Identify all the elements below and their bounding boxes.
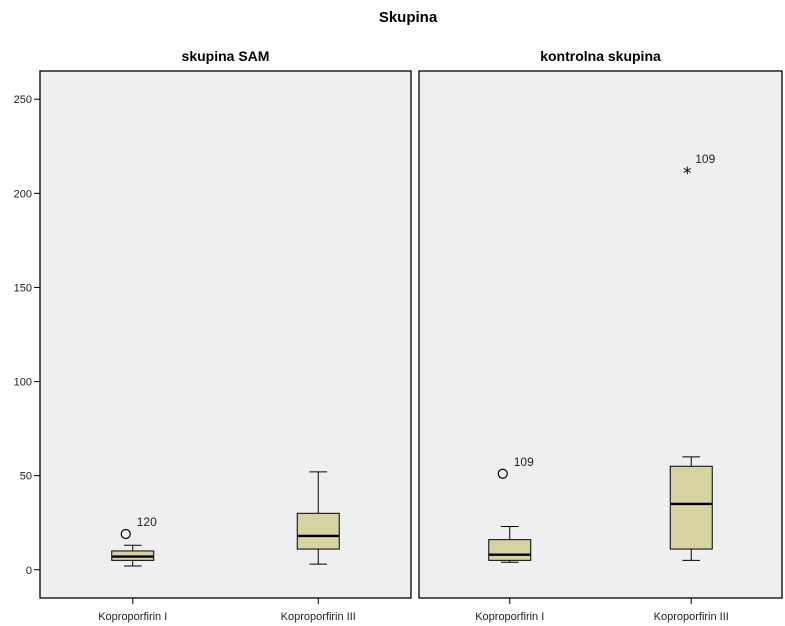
panel-title: skupina SAM xyxy=(182,48,270,64)
category-label: Koproporfirin I xyxy=(475,611,544,623)
outlier-label: 120 xyxy=(137,515,157,529)
panel-title: kontrolna skupina xyxy=(540,48,661,64)
outlier-label: 109 xyxy=(514,455,534,469)
category-label: Koproporfirin I xyxy=(98,611,167,623)
outlier-star-marker: * xyxy=(683,164,692,184)
box xyxy=(296,512,340,550)
outlier-label: 109 xyxy=(695,152,715,166)
box xyxy=(669,465,713,550)
y-tick-label: 100 xyxy=(14,377,32,389)
outlier-circle-marker xyxy=(120,528,131,540)
box xyxy=(488,539,532,561)
chart-title: Skupina xyxy=(379,9,438,26)
y-tick-label: 200 xyxy=(14,188,32,200)
category-label: Koproporfirin III xyxy=(654,611,729,623)
panels-layer: 0 50 100 150 200 250 skupina SAM Koproporfirin … xyxy=(14,48,783,623)
outlier-circle-marker xyxy=(497,468,508,479)
panel-background xyxy=(39,70,412,599)
y-tick-label: 150 xyxy=(14,282,32,294)
y-tick-label: 0 xyxy=(26,565,32,577)
category-label: Koproporfirin III xyxy=(281,611,356,623)
y-tick-label: 50 xyxy=(20,471,32,483)
panel-background xyxy=(418,70,783,599)
y-tick-label: 250 xyxy=(14,94,32,106)
